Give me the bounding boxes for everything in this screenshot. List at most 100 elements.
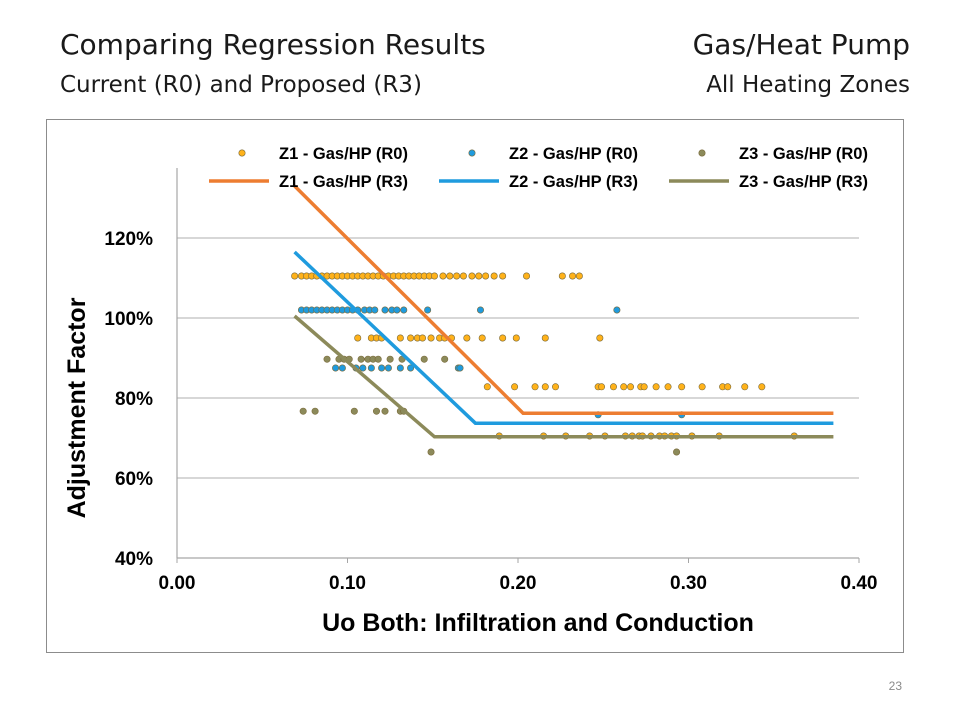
data-point xyxy=(758,383,766,391)
data-point xyxy=(378,364,386,372)
data-point xyxy=(374,355,382,363)
y-tick-label: 100% xyxy=(104,309,153,330)
data-point xyxy=(367,364,375,372)
x-tick-label: 0.40 xyxy=(841,573,878,594)
data-point xyxy=(372,407,380,415)
y-tick-label: 80% xyxy=(115,389,153,410)
y-tick-label: 120% xyxy=(104,229,153,250)
legend: Z1 - Gas/HP (R0) Z2 - Gas/HP (R0) Z3 - Gas… xyxy=(209,145,868,191)
slide-subtitle-right: All Heating Zones xyxy=(706,72,910,98)
data-point xyxy=(350,407,358,415)
data-point xyxy=(499,334,507,342)
data-point xyxy=(446,272,454,280)
data-point xyxy=(499,272,507,280)
y-axis-title: Adjustment Factor xyxy=(63,297,91,518)
data-point xyxy=(424,306,432,314)
data-point xyxy=(483,383,491,391)
y-tick-label: 60% xyxy=(115,469,153,490)
data-point xyxy=(598,383,606,391)
data-point xyxy=(627,383,635,391)
data-point xyxy=(291,272,299,280)
slide-title-right: Gas/Heat Pump xyxy=(692,28,910,61)
data-point xyxy=(427,448,435,456)
data-point xyxy=(371,306,379,314)
data-point xyxy=(552,383,560,391)
data-point xyxy=(427,334,435,342)
data-point xyxy=(439,272,447,280)
data-point xyxy=(357,355,365,363)
data-point xyxy=(640,383,648,391)
data-point xyxy=(558,272,566,280)
legend-label: Z3 - Gas/HP (R3) xyxy=(739,173,868,191)
data-point xyxy=(724,383,732,391)
data-point xyxy=(476,306,484,314)
data-point xyxy=(596,334,604,342)
chart-area: 40% 60% 80% 100% 120% 0.00 0.10 0.20 0.30 0.40 Uo … xyxy=(46,119,904,653)
data-point xyxy=(299,407,307,415)
data-point xyxy=(396,364,404,372)
data-point xyxy=(381,407,389,415)
data-point xyxy=(678,383,686,391)
data-point xyxy=(490,272,498,280)
data-point xyxy=(468,272,476,280)
data-point xyxy=(354,334,362,342)
data-point xyxy=(420,355,428,363)
legend-label: Z2 - Gas/HP (R0) xyxy=(509,145,638,163)
slide-title: Comparing Regression Results xyxy=(60,28,486,61)
slide-subtitle: Current (R0) and Proposed (R3) xyxy=(60,72,422,98)
data-point xyxy=(541,383,549,391)
x-tick-label: 0.30 xyxy=(670,573,707,594)
data-point xyxy=(698,383,706,391)
data-point xyxy=(396,334,404,342)
legend-marker xyxy=(698,149,706,157)
data-point xyxy=(523,272,531,280)
data-point xyxy=(323,355,331,363)
x-tick-label: 0.20 xyxy=(500,573,537,594)
data-point xyxy=(512,334,520,342)
data-point xyxy=(430,272,438,280)
legend-label: Z1 - Gas/HP (R3) xyxy=(279,173,408,191)
data-point xyxy=(381,306,389,314)
data-point xyxy=(386,355,394,363)
data-point xyxy=(673,448,681,456)
legend-marker xyxy=(468,149,476,157)
scatter-chart: 40% 60% 80% 100% 120% 0.00 0.10 0.20 0.30 0.40 Uo … xyxy=(63,145,878,637)
legend-label: Z1 - Gas/HP (R0) xyxy=(279,145,408,163)
legend-marker xyxy=(238,149,246,157)
data-point xyxy=(620,383,628,391)
data-point xyxy=(456,364,464,372)
data-point xyxy=(311,407,319,415)
data-point xyxy=(384,364,392,372)
data-point xyxy=(652,383,660,391)
y-tick-label: 40% xyxy=(115,549,153,570)
data-point xyxy=(459,272,467,280)
legend-label: Z2 - Gas/HP (R3) xyxy=(509,173,638,191)
data-point xyxy=(741,383,749,391)
data-point xyxy=(400,306,408,314)
data-point xyxy=(332,364,340,372)
x-axis-title: Uo Both: Infiltration and Conduction xyxy=(322,609,754,637)
series-line-z1-r3 xyxy=(293,184,834,415)
data-point xyxy=(475,272,483,280)
data-point xyxy=(664,383,672,391)
legend-label: Z3 - Gas/HP (R0) xyxy=(739,145,868,163)
data-point xyxy=(463,334,471,342)
data-point xyxy=(453,272,461,280)
x-tick-label: 0.00 xyxy=(159,573,196,594)
data-point xyxy=(541,334,549,342)
data-point xyxy=(407,334,415,342)
series-line-z3-r3 xyxy=(293,314,834,439)
page-number: 23 xyxy=(888,679,902,693)
series-z2-r0 xyxy=(297,306,686,419)
data-point xyxy=(338,364,346,372)
data-point xyxy=(419,334,427,342)
data-point xyxy=(575,272,583,280)
data-point xyxy=(359,364,367,372)
data-point xyxy=(407,364,415,372)
data-point xyxy=(613,306,621,314)
data-point xyxy=(511,383,519,391)
data-point xyxy=(569,272,577,280)
data-point xyxy=(441,355,449,363)
data-point xyxy=(531,383,539,391)
data-point xyxy=(478,334,486,342)
